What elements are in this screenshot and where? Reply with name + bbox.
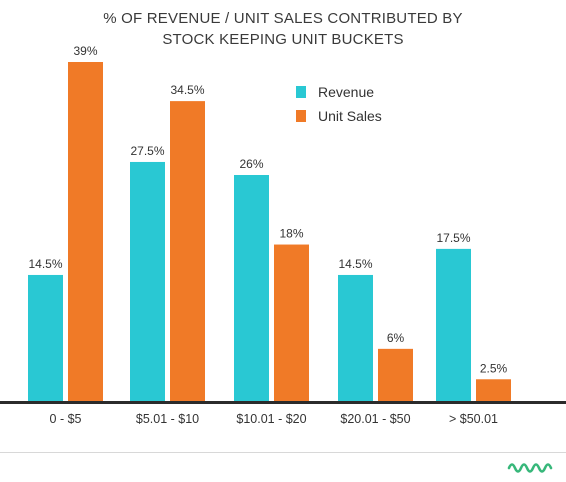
bar-unit-sales-2: [170, 101, 205, 401]
data-label-unit-sales-1: 39%: [73, 44, 97, 58]
x-tick-label-2: $5.01 - $10: [136, 412, 199, 426]
bar-revenue-4: [338, 274, 373, 401]
x-tick-label-5: > $50.01: [449, 412, 498, 426]
chart-title: % OF REVENUE / UNIT SALES CONTRIBUTED BY…: [0, 8, 566, 50]
bar-unit-sales-5: [476, 379, 511, 401]
bar-revenue-2: [130, 161, 165, 401]
bar-revenue-3: [234, 175, 269, 401]
x-tick-label-4: $20.01 - $50: [340, 412, 410, 426]
data-label-revenue-1: 14.5%: [28, 257, 62, 271]
data-label-revenue-5: 17.5%: [436, 231, 470, 245]
swrve-logo-icon: [507, 463, 553, 473]
data-label-unit-sales-3: 18%: [279, 227, 303, 241]
data-label-revenue-4: 14.5%: [338, 257, 372, 271]
bar-unit-sales-3: [274, 244, 309, 401]
footer-divider: [0, 452, 566, 453]
x-tick-label-1: 0 - $5: [50, 412, 82, 426]
data-label-unit-sales-5: 2.5%: [480, 361, 508, 375]
chart-legend: Revenue Unit Sales: [296, 82, 382, 130]
legend-swatch-revenue: [296, 86, 306, 98]
legend-item-unit-sales: Unit Sales: [296, 106, 382, 126]
data-label-unit-sales-2: 34.5%: [170, 83, 204, 97]
legend-label-unit-sales: Unit Sales: [318, 108, 382, 124]
legend-swatch-unit-sales: [296, 110, 306, 122]
bar-unit-sales-1: [68, 62, 103, 401]
bar-revenue-5: [436, 248, 471, 401]
data-label-revenue-2: 27.5%: [130, 144, 164, 158]
data-label-revenue-3: 26%: [239, 157, 263, 171]
x-tick-label-3: $10.01 - $20: [236, 412, 306, 426]
chart-title-line-2: STOCK KEEPING UNIT BUCKETS: [162, 31, 404, 48]
legend-label-revenue: Revenue: [318, 84, 375, 100]
chart-title-line-1: % OF REVENUE / UNIT SALES CONTRIBUTED BY: [103, 10, 463, 27]
data-label-unit-sales-4: 6%: [387, 331, 405, 345]
legend-item-revenue: Revenue: [296, 82, 382, 102]
bar-revenue-1: [28, 274, 63, 401]
bar-unit-sales-4: [378, 348, 413, 401]
